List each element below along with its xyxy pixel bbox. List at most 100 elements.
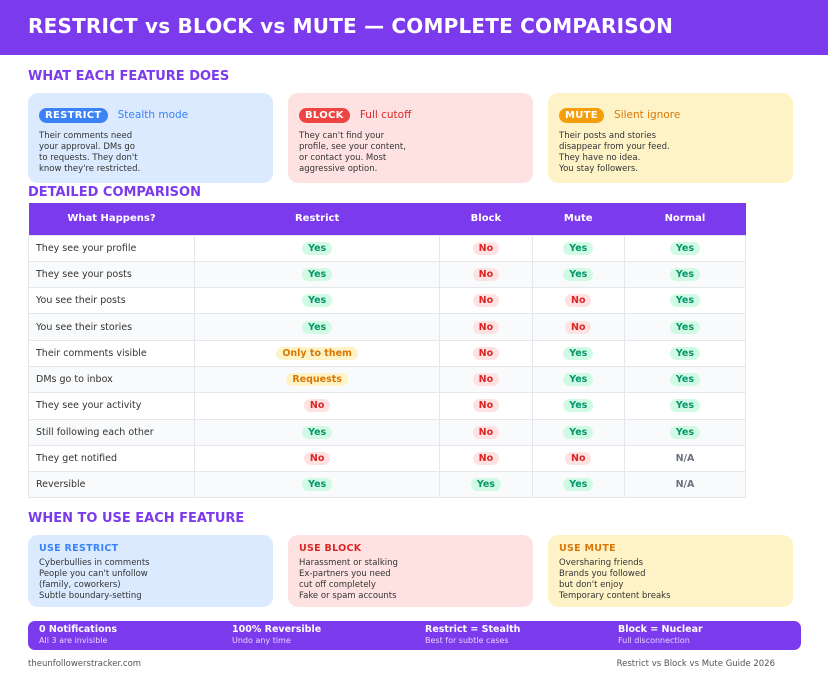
use-restrict-title: USE RESTRICT (39, 543, 119, 554)
table-row: They see your posts Yes No Yes Yes (28, 260, 747, 289)
status-badge: Yes (302, 294, 333, 308)
status-badge: No (303, 399, 331, 413)
status-badge: Yes (563, 425, 594, 439)
table-cell: No (193, 392, 441, 420)
row-label: They get notified (28, 444, 195, 473)
table-cell: Yes (623, 287, 747, 315)
status-badge: Yes (669, 241, 700, 255)
feature-card-block: BLOCK Full cutoff They can't find your p… (288, 93, 533, 183)
table-row: Still following each other Yes No Yes Yes (28, 418, 747, 446)
stat-title: 100% Reversible (232, 624, 322, 635)
status-badge: Yes (563, 478, 594, 492)
table-cell: Only to them (193, 339, 441, 367)
guide-credit: Restrict vs Block vs Mute Guide 2026 (616, 659, 775, 669)
column-header: Normal (624, 203, 746, 235)
table-cell: No (439, 234, 533, 262)
status-badge: Yes (302, 320, 333, 334)
status-badge: Yes (563, 399, 594, 413)
use-restrict-list: Cyberbullies in comments People you can'… (39, 558, 262, 602)
status-badge: Yes (563, 241, 594, 255)
status-badge: No (472, 320, 500, 334)
table-row: They see your activity No No Yes Yes (28, 392, 747, 420)
header-banner: RESTRICT vs BLOCK vs MUTE — COMPLETE COM… (0, 0, 828, 55)
status-badge: Yes (470, 478, 501, 492)
status-badge: No (472, 294, 500, 308)
restrict-description: Their comments need your approval. DMs g… (39, 131, 141, 174)
table-row: They get notified No No No N/A (28, 444, 747, 473)
status-badge: No (472, 452, 500, 466)
restrict-badge: RESTRICT (39, 108, 108, 123)
table-cell: Yes (623, 313, 747, 341)
table-cell: No (439, 365, 533, 394)
table-cell: No (439, 313, 533, 341)
column-header: Block (439, 203, 533, 235)
table-cell: Yes (531, 471, 625, 499)
use-card-mute: USE MUTE Oversharing friends Brands you … (548, 535, 793, 607)
mute-badge: MUTE (559, 108, 604, 123)
table-row: You see their posts Yes No No Yes (28, 287, 747, 315)
status-badge: Yes (302, 241, 333, 255)
status-badge: No (472, 425, 500, 439)
section-title-comparison: DETAILED COMPARISON (28, 185, 201, 200)
stat-title: Restrict = Stealth (425, 624, 521, 635)
stat-subtitle: Best for subtle cases (425, 636, 509, 645)
site-credit[interactable]: theunfollowerstracker.com (28, 659, 142, 669)
table-row: They see your profile Yes No Yes Yes (28, 234, 747, 262)
table-cell: Yes (531, 418, 625, 446)
restrict-tagline: Stealth mode (117, 109, 189, 121)
table-row: Their comments visible Only to them No Yes Y… (28, 339, 747, 367)
use-mute-list: Oversharing friends Brands you followed … (559, 558, 782, 602)
table-row: You see their stories Yes No No Yes (28, 313, 747, 341)
table-cell: Yes (531, 392, 625, 420)
table-cell: No (439, 287, 533, 315)
table-row: Reversible Yes Yes Yes N/A (28, 471, 747, 499)
use-mute-title: USE MUTE (559, 543, 616, 554)
table-cell: Yes (623, 418, 747, 446)
status-badge: Requests (286, 373, 348, 387)
table-cell: N/A (623, 471, 747, 499)
list-item: (family, coworkers) (39, 580, 121, 590)
status-badge: Yes (302, 478, 333, 492)
row-label: They see your profile (28, 234, 195, 262)
stat-subtitle: Undo any time (232, 636, 291, 645)
block-tagline: Full cutoff (359, 109, 412, 121)
table-cell: No (439, 260, 533, 289)
status-badge: Yes (669, 373, 700, 387)
table-cell: Yes (193, 313, 441, 341)
table-cell: No (439, 444, 533, 473)
table-cell: Yes (193, 418, 441, 446)
status-badge: Yes (669, 425, 700, 439)
status-badge: Yes (669, 346, 700, 360)
stat-notifications: 0 Notifications All 3 are invisible (39, 624, 117, 645)
status-badge: Yes (669, 294, 700, 308)
table-cell: N/A (623, 444, 747, 473)
table-cell: No (439, 418, 533, 446)
table-body: They see your profile Yes No Yes Yes They see… (28, 234, 747, 499)
list-item: Oversharing friends (559, 558, 644, 568)
row-label: They see your posts (28, 260, 195, 289)
stat-block: Block = Nuclear Full disconnection (618, 624, 703, 645)
list-item: Subtle boundary-setting (39, 591, 142, 601)
column-header: What Happens? (28, 203, 195, 235)
table-cell: Yes (623, 260, 747, 289)
list-item: cut off completely (299, 580, 376, 590)
status-badge: Yes (302, 267, 333, 281)
use-card-block: USE BLOCK Harassment or stalking Ex-part… (288, 535, 533, 607)
feature-card-restrict: RESTRICT Stealth mode Their comments nee… (28, 93, 273, 183)
use-block-list: Harassment or stalking Ex-partners you n… (299, 558, 522, 602)
table-cell: Yes (193, 234, 441, 262)
column-header: Mute (532, 203, 625, 235)
table-cell: Yes (531, 365, 625, 394)
table-cell: No (439, 339, 533, 367)
list-item: Brands you followed (559, 569, 646, 579)
status-badge: No (303, 452, 331, 466)
stat-reversible: 100% Reversible Undo any time (232, 624, 321, 645)
status-badge: Yes (669, 399, 700, 413)
row-label: Their comments visible (28, 339, 195, 367)
table-cell: Yes (623, 234, 747, 262)
block-description: They can't find your profile, see your c… (299, 131, 406, 174)
status-badge: No (565, 294, 592, 308)
table-cell: No (531, 444, 625, 473)
feature-card-mute: MUTE Silent ignore Their posts and stori… (548, 93, 793, 183)
stats-bar: 0 Notifications All 3 are invisible 100%… (28, 621, 801, 650)
